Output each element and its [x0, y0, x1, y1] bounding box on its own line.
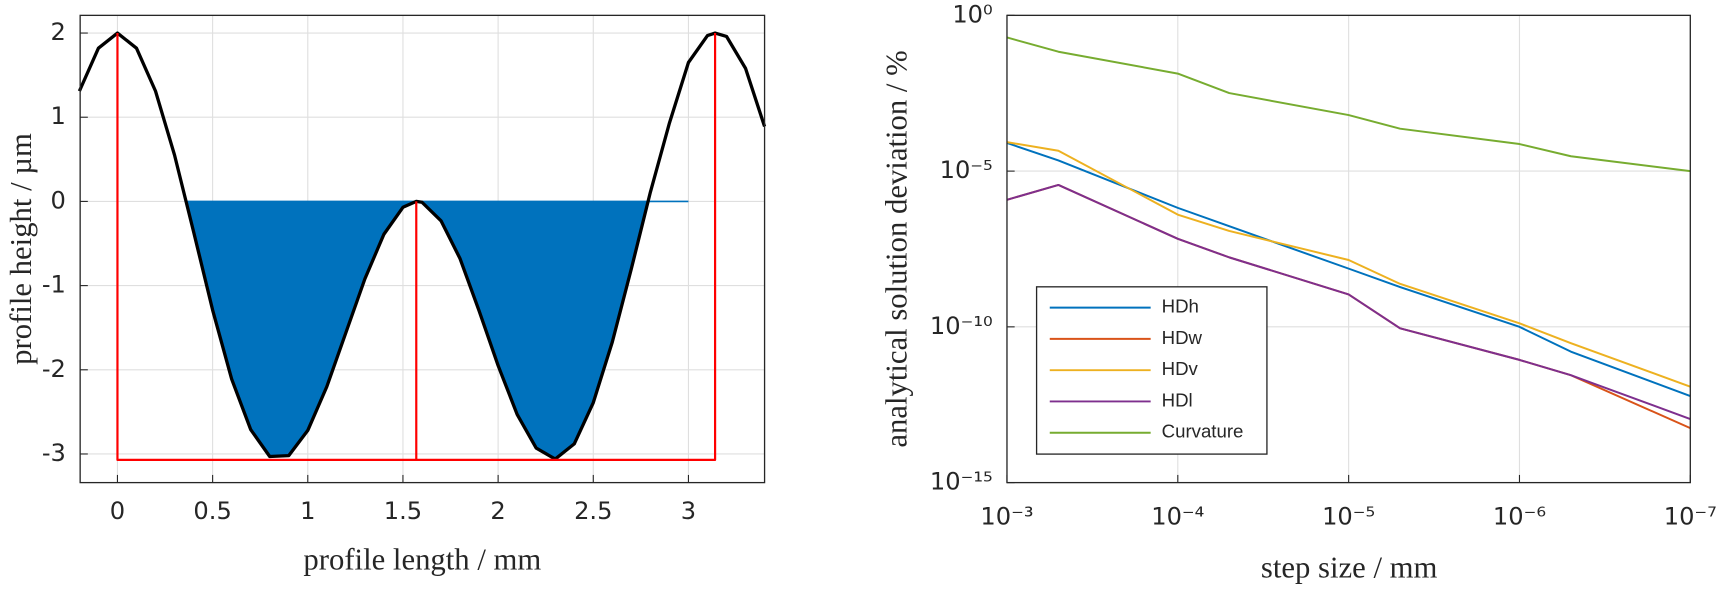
area — [186, 200, 689, 461]
y-tick-label: -1 — [42, 271, 66, 299]
line — [1006, 36, 1691, 173]
line — [1006, 141, 1691, 388]
x-tick-label: 0 — [110, 497, 125, 525]
x-tick-label: 3 — [681, 497, 696, 525]
legend-label: HDh — [1162, 296, 1199, 317]
y-tick-label: 10⁻¹⁵ — [930, 468, 993, 496]
legend-label: HDl — [1162, 389, 1193, 410]
y-tick-label: 10⁻⁵ — [940, 156, 993, 184]
legend-label: HDv — [1162, 358, 1199, 379]
y-tick-label: -3 — [42, 439, 66, 467]
x-axis-label: step size / mm — [1261, 550, 1438, 584]
x-tick-label: 2.5 — [574, 497, 612, 525]
y-tick-label: 2 — [51, 18, 66, 46]
legend-label: HDw — [1162, 327, 1203, 348]
axes-box — [79, 14, 766, 484]
x-tick-label: 10⁻⁶ — [1493, 503, 1546, 531]
x-tick-label: 10⁻⁷ — [1664, 503, 1717, 531]
line — [1006, 142, 1691, 397]
line — [116, 33, 717, 461]
axes-box — [1006, 14, 1691, 484]
y-axis-label: analytical solution deviation / % — [880, 50, 914, 447]
y-axis-label: profile height / µm — [4, 133, 38, 365]
x-tick-label: 1.5 — [384, 497, 422, 525]
x-tick-label: 10⁻⁴ — [1151, 503, 1204, 531]
x-tick-label: 2 — [490, 497, 505, 525]
x-tick-label: 0.5 — [193, 497, 231, 525]
x-tick-label: 10⁻³ — [980, 503, 1033, 531]
x-axis-label: profile length / mm — [303, 543, 541, 577]
line — [1006, 183, 1691, 420]
y-tick-label: -2 — [42, 355, 66, 383]
y-tick-label: 10⁰ — [952, 0, 992, 28]
y-tick-label: 10⁻¹⁰ — [930, 312, 993, 340]
legend-label: Curvature — [1162, 421, 1244, 442]
x-tick-label: 10⁻⁵ — [1322, 503, 1375, 531]
y-tick-label: 1 — [51, 102, 66, 130]
x-tick-label: 1 — [300, 497, 315, 525]
line — [77, 31, 767, 461]
y-tick-label: 0 — [51, 186, 66, 214]
